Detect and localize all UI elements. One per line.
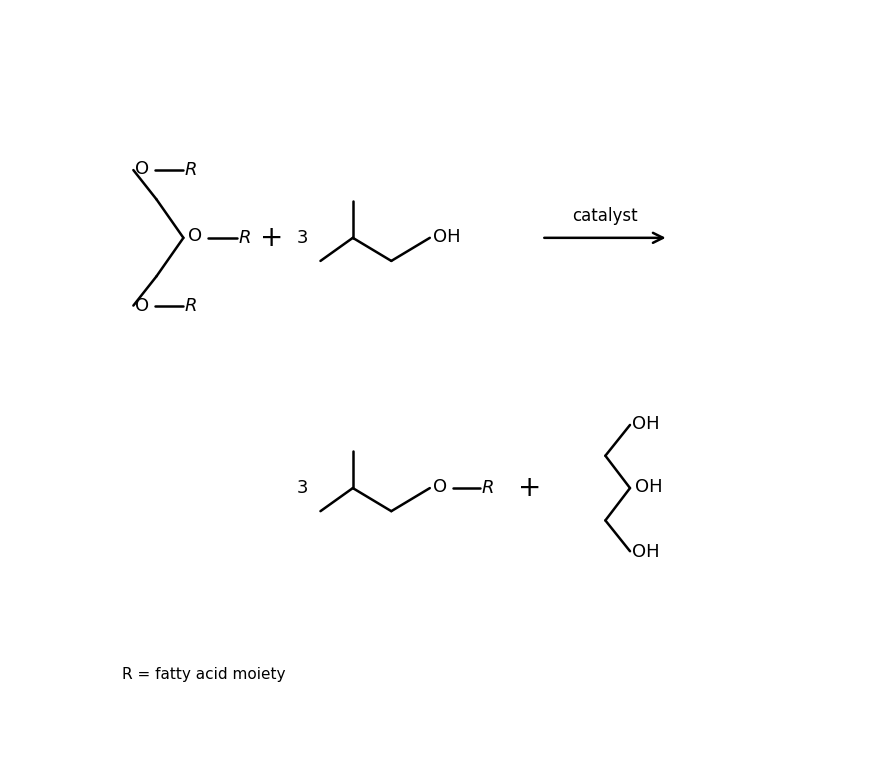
Text: 3: 3	[297, 479, 308, 497]
Text: O: O	[433, 479, 446, 497]
Text: +: +	[260, 224, 283, 252]
Text: R: R	[185, 161, 198, 179]
Text: OH: OH	[433, 228, 460, 246]
Text: catalyst: catalyst	[571, 207, 637, 225]
Text: R: R	[185, 296, 198, 314]
Text: 3: 3	[297, 229, 308, 247]
Text: R: R	[239, 229, 251, 247]
Text: OH: OH	[632, 543, 659, 561]
Text: R: R	[481, 479, 493, 497]
Text: O: O	[188, 228, 202, 246]
Text: R = fatty acid moiety: R = fatty acid moiety	[122, 667, 285, 682]
Text: O: O	[135, 160, 149, 178]
Text: +: +	[518, 474, 541, 502]
Text: OH: OH	[634, 479, 662, 497]
Text: OH: OH	[632, 415, 659, 433]
Text: O: O	[135, 297, 149, 315]
